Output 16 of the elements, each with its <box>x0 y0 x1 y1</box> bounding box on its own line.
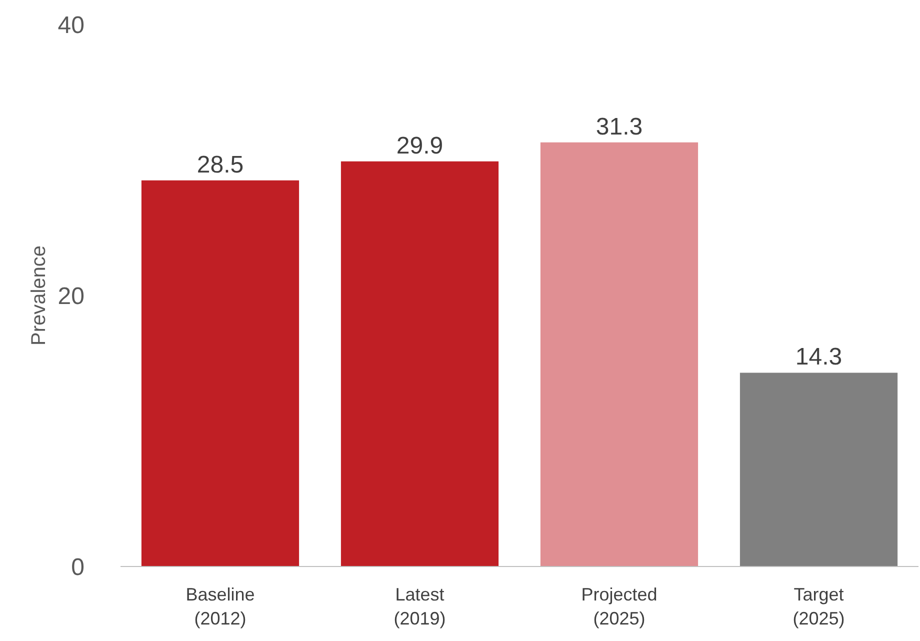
bar <box>740 372 898 566</box>
data-label: 14.3 <box>795 344 842 371</box>
y-tick-label: 20 <box>58 283 85 310</box>
y-axis-title: Prevalence <box>28 245 50 346</box>
data-label: 29.9 <box>396 132 444 160</box>
bar <box>340 161 499 566</box>
x-tick-label: Target (2025) <box>792 584 845 628</box>
data-label: 31.3 <box>596 113 643 140</box>
y-tick-label: 0 <box>71 554 85 581</box>
bar <box>540 142 698 566</box>
x-tick-label: Baseline (2012) <box>186 584 255 628</box>
x-tick-label: Latest (2019) <box>394 584 446 628</box>
bar <box>141 180 300 566</box>
x-tick-label: Projected (2025) <box>581 584 658 628</box>
data-label: 28.5 <box>196 151 244 178</box>
y-tick-label: 40 <box>58 12 85 39</box>
